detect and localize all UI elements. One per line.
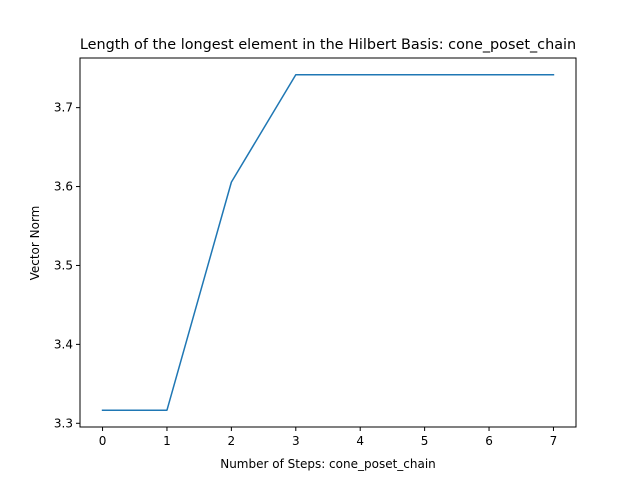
x-tick-label: 6 <box>485 434 493 448</box>
x-axis-label: Number of Steps: cone_poset_chain <box>220 457 436 471</box>
chart-title: Length of the longest element in the Hil… <box>80 37 576 53</box>
x-axis-ticks: 0 1 2 3 4 5 6 7 <box>99 427 558 448</box>
y-axis-ticks: 3.3 3.4 3.5 3.6 3.7 <box>54 101 80 430</box>
y-tick-label: 3.5 <box>54 258 73 272</box>
y-tick-label: 3.4 <box>54 337 73 351</box>
x-tick-label: 4 <box>356 434 364 448</box>
y-tick-label: 3.7 <box>54 101 73 115</box>
x-tick-label: 1 <box>163 434 171 448</box>
y-axis-label: Vector Norm <box>28 206 42 281</box>
plot-area: 0 1 2 3 4 5 6 7 3.3 3.4 3.5 3.6 3.7 <box>54 57 577 448</box>
x-tick-label: 7 <box>550 434 558 448</box>
series-layer <box>101 73 555 411</box>
y-tick-label: 3.6 <box>54 180 73 194</box>
x-tick-label: 3 <box>292 434 300 448</box>
x-tick-label: 0 <box>99 434 107 448</box>
x-tick-label: 2 <box>228 434 236 448</box>
x-tick-label: 5 <box>421 434 429 448</box>
y-tick-label: 3.3 <box>54 416 73 430</box>
axes-frame <box>79 57 577 428</box>
series-line <box>101 73 555 411</box>
